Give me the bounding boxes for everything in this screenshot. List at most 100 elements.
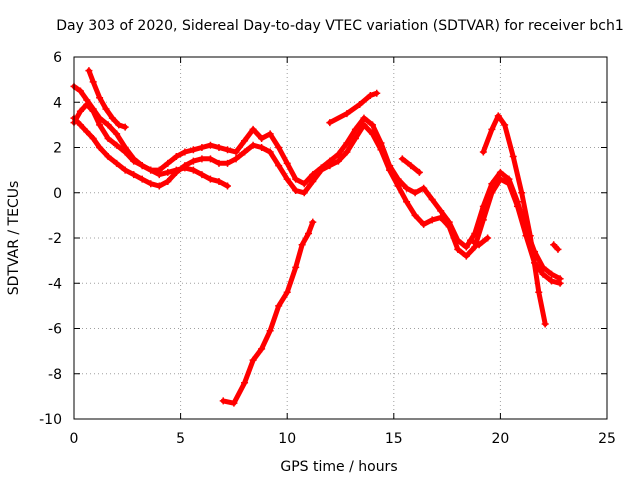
- data-point-marker: [189, 166, 197, 174]
- data-point-marker: [215, 177, 223, 185]
- data-point-marker: [420, 184, 428, 192]
- data-point-marker: [420, 220, 428, 228]
- series-track-10: [550, 241, 562, 253]
- data-point-marker: [305, 229, 313, 237]
- chart-title: Day 303 of 2020, Sidereal Day-to-day VTE…: [56, 18, 624, 34]
- data-point-marker: [147, 180, 155, 188]
- data-point-marker: [189, 157, 197, 165]
- data-point-marker: [494, 112, 502, 120]
- y-tick-label: 4: [53, 95, 62, 111]
- data-point-marker: [102, 105, 110, 113]
- data-point-marker: [415, 168, 423, 176]
- data-point-marker: [76, 87, 84, 95]
- y-tick-label: 2: [53, 141, 62, 157]
- x-tick-label: 0: [70, 431, 79, 447]
- data-point-marker: [89, 134, 97, 142]
- data-point-marker: [241, 137, 249, 145]
- data-point-marker: [130, 157, 138, 165]
- data-point-marker: [488, 180, 496, 188]
- x-tick-label: 10: [278, 431, 296, 447]
- data-point-marker: [249, 125, 257, 133]
- data-point-marker: [334, 150, 342, 158]
- data-point-marker: [462, 252, 470, 260]
- data-point-marker: [108, 114, 116, 122]
- data-point-marker: [121, 148, 129, 156]
- data-point-marker: [411, 211, 419, 219]
- data-point-marker: [258, 134, 266, 142]
- data-point-marker: [224, 146, 232, 154]
- data-point-marker: [241, 379, 249, 387]
- data-point-marker: [377, 146, 385, 154]
- data-point-marker: [275, 162, 283, 170]
- series-line-track-3: [71, 102, 230, 189]
- data-point-marker: [445, 223, 453, 231]
- y-tick-label: -6: [48, 322, 62, 338]
- data-point-marker: [266, 148, 274, 156]
- data-point-marker: [172, 153, 180, 161]
- data-point-marker: [283, 159, 291, 167]
- data-point-marker: [241, 148, 249, 156]
- data-point-marker: [298, 241, 306, 249]
- data-point-marker: [518, 189, 526, 197]
- data-point-marker: [258, 144, 266, 151]
- data-point-marker: [411, 189, 419, 197]
- data-point-marker: [164, 159, 172, 167]
- data-point-marker: [368, 130, 376, 138]
- data-point-marker: [437, 207, 445, 215]
- data-point-marker: [249, 141, 257, 149]
- data-point-marker: [172, 166, 180, 174]
- x-axis-label: GPS time / hours: [280, 459, 397, 475]
- data-point-marker: [373, 89, 381, 97]
- data-point-marker: [292, 175, 300, 183]
- data-point-marker: [509, 153, 517, 161]
- data-point-marker: [484, 234, 492, 242]
- data-point-marker: [164, 168, 172, 176]
- data-point-marker: [181, 164, 189, 172]
- data-point-marker: [155, 182, 163, 190]
- data-point-marker: [548, 270, 556, 278]
- series-line-track-5: [220, 219, 316, 406]
- data-point-marker: [398, 155, 406, 163]
- data-point-marker: [428, 196, 436, 204]
- data-point-marker: [215, 159, 223, 167]
- series-track-7: [398, 155, 423, 176]
- data-point-marker: [496, 168, 504, 176]
- data-point-marker: [249, 356, 257, 364]
- data-point-marker: [366, 91, 374, 99]
- data-point-marker: [554, 245, 562, 253]
- data-point-marker: [198, 144, 206, 151]
- data-point-marker: [104, 153, 112, 161]
- data-point-marker: [526, 232, 534, 240]
- data-point-marker: [155, 171, 163, 179]
- y-tick-label: -4: [48, 276, 62, 292]
- data-point-marker: [334, 157, 342, 165]
- series-track-4: [85, 67, 129, 131]
- y-tick-label: -2: [48, 231, 62, 247]
- data-point-marker: [219, 397, 227, 405]
- data-point-marker: [275, 144, 283, 151]
- data-point-marker: [206, 155, 214, 163]
- y-tick-label: -10: [39, 412, 62, 428]
- data-point-marker: [115, 121, 123, 129]
- y-tick-label: 0: [53, 186, 62, 202]
- data-point-marker: [343, 110, 351, 118]
- data-point-marker: [386, 166, 394, 174]
- data-point-marker: [198, 171, 206, 179]
- data-point-marker: [467, 236, 475, 244]
- data-point-marker: [360, 114, 368, 122]
- data-point-marker: [130, 171, 138, 179]
- data-point-marker: [232, 155, 240, 163]
- data-point-marker: [206, 175, 214, 183]
- x-tick-label: 5: [176, 431, 185, 447]
- data-point-marker: [104, 121, 112, 129]
- data-point-marker: [326, 162, 334, 170]
- series-track-5: [219, 218, 317, 407]
- series-layer: [70, 67, 564, 407]
- data-point-marker: [541, 320, 549, 328]
- data-point-marker: [300, 180, 308, 188]
- data-point-marker: [394, 182, 402, 190]
- data-point-marker: [76, 107, 84, 115]
- data-point-marker: [138, 175, 146, 183]
- data-point-marker: [89, 107, 97, 115]
- data-point-marker: [113, 159, 121, 167]
